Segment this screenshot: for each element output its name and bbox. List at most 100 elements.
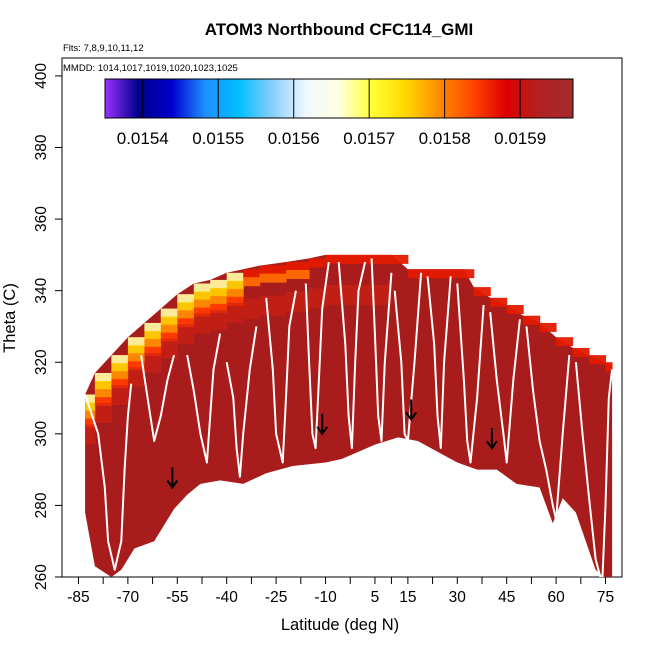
edge-cell: [556, 337, 574, 347]
y-tick-label: 260: [33, 564, 50, 590]
edge-cell: [523, 315, 541, 325]
y-tick-label: 380: [33, 134, 50, 160]
edge-band: [144, 352, 162, 373]
plot-frame: [61, 57, 623, 578]
edge-cell: [539, 322, 557, 332]
edge-cell: [243, 269, 261, 279]
edge-cell: [94, 373, 112, 382]
flight-track: [265, 290, 297, 464]
flight-track: [337, 261, 367, 450]
edge-band: [325, 284, 343, 305]
edge-cell: [193, 291, 211, 301]
flight-track: [525, 326, 571, 521]
arrow-head: [486, 440, 498, 450]
edge-cell: [210, 279, 228, 289]
edge-band: [309, 288, 327, 309]
flight-track: [489, 312, 521, 464]
edge-cell: [342, 254, 359, 264]
colorbar-tick-label: 0.0157: [343, 129, 395, 148]
x-axis-label: Latitude (deg N): [281, 616, 399, 634]
edge-cell: [309, 258, 327, 268]
edge-cell: [127, 345, 145, 355]
edge-cell: [94, 397, 112, 406]
edge-band: [160, 338, 178, 359]
edge-cell: [127, 337, 145, 347]
y-tick-label: 280: [33, 492, 50, 518]
edge-cell: [490, 297, 508, 307]
edge-cell: [127, 361, 145, 371]
edge-cell: [210, 295, 228, 305]
edge-cell: [111, 379, 129, 389]
x-tick-label: 5: [371, 589, 380, 606]
flight-track: [140, 354, 175, 442]
edge-cell: [259, 273, 287, 283]
plot-area: [84, 254, 614, 577]
edge-cell: [177, 310, 195, 320]
edge-cell: [94, 389, 112, 398]
edge-cell: [177, 318, 195, 328]
colorbar-tick-label: 0.0155: [192, 129, 244, 148]
edge-cell: [85, 410, 96, 420]
edge-cell: [111, 363, 129, 373]
colorbar: 0.0154 0.0155 0.0156 0.0157 0.0158 0.0159: [104, 78, 574, 148]
x-tick-label: -70: [117, 589, 140, 606]
x-tick-label: 30: [449, 589, 467, 606]
edge-band: [85, 424, 96, 445]
edge-band: [177, 324, 195, 345]
x-tick-label: 45: [498, 589, 515, 606]
edge-cell: [85, 418, 96, 428]
edge-cell: [160, 324, 178, 334]
edge-cell: [210, 287, 228, 297]
x-tick-label: -10: [314, 589, 337, 606]
colorbar-tick-label: 0.0158: [419, 129, 471, 148]
edge-cell: [226, 272, 244, 282]
edge-cell: [111, 371, 129, 381]
edge-cell: [226, 288, 244, 298]
edge-cell: [440, 269, 465, 279]
y-tick-label: 360: [33, 206, 50, 232]
edge-cell: [259, 265, 287, 275]
edge-band: [374, 284, 392, 305]
x-tick-label: -40: [216, 589, 239, 606]
x-tick-label: -25: [265, 589, 287, 606]
edge-band: [243, 299, 261, 320]
edge-cell: [407, 269, 442, 279]
edge-band: [226, 302, 244, 323]
edge-cell: [325, 254, 343, 264]
edge-cell: [111, 355, 129, 365]
edge-cell: [144, 330, 162, 340]
flight-track: [225, 326, 258, 478]
colorbar-tick-label: 0.0159: [494, 129, 546, 148]
edge-cell: [94, 381, 112, 390]
y-tick-label: 300: [33, 421, 50, 447]
flights-note: Flts: 7,8,9,10,11,12: [63, 43, 144, 54]
edge-cell: [177, 302, 195, 312]
edge-cell: [605, 362, 613, 372]
colorbar-tick-label: 0.0156: [268, 129, 320, 148]
colorbar-tick-label: 0.0154: [117, 129, 169, 148]
arrow-head: [405, 411, 417, 422]
edge-cell: [391, 254, 409, 264]
edge-cell: [243, 277, 261, 287]
flight-track: [84, 383, 133, 571]
edge-band: [94, 403, 112, 423]
flight-track: [370, 258, 393, 442]
edge-cell: [127, 353, 145, 363]
edge-band: [111, 385, 129, 406]
edge-cell: [286, 262, 310, 271]
flight-track: [186, 333, 222, 464]
flight-track: [393, 272, 423, 442]
y-axis-label: Theta (C): [1, 283, 19, 353]
y-tick-label: 400: [33, 63, 50, 89]
edge-cell: [210, 303, 228, 313]
edge-cell: [193, 283, 211, 293]
edge-cell: [358, 254, 376, 264]
edge-cell: [463, 269, 475, 279]
flight-track: [304, 261, 330, 450]
arrow-head: [166, 479, 179, 490]
x-tick-label: -55: [166, 589, 188, 606]
flight-track: [456, 283, 485, 464]
edge-band: [193, 313, 211, 334]
x-tick-label: 15: [399, 589, 416, 606]
